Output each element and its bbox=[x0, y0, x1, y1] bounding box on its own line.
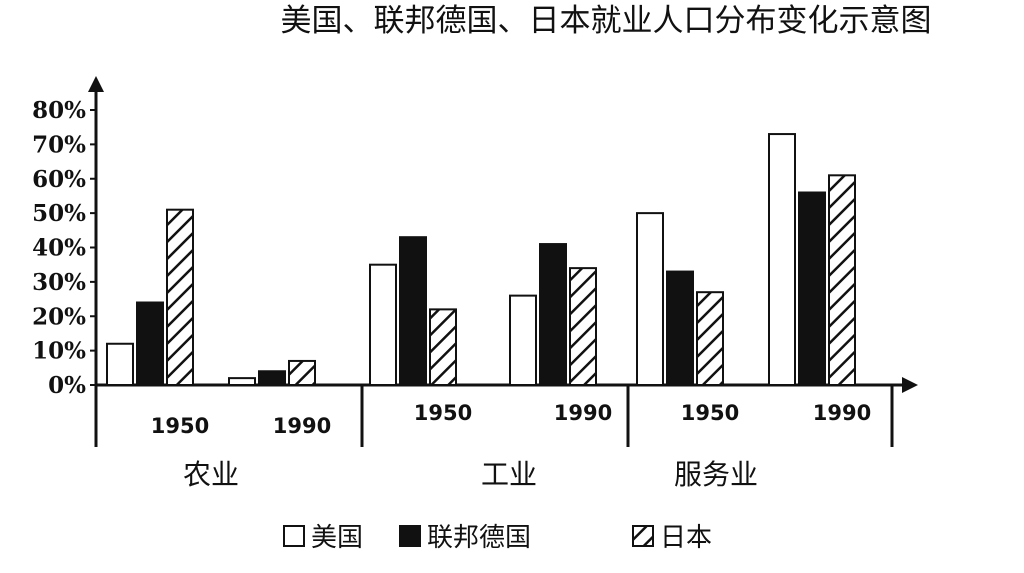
x-axis-labels: 1950 1990 1950 1990 1950 1990 农业 工业 服务业 bbox=[151, 401, 871, 491]
bar-日本-工业 1990 bbox=[569, 267, 597, 386]
y-tick-label-10%: 10% bbox=[32, 338, 86, 365]
legend-label-美国: 美国 bbox=[311, 523, 363, 553]
bar-联邦德国-服务业 1950 bbox=[666, 270, 694, 386]
sector-label-农业: 农业 bbox=[183, 458, 239, 491]
legend-label-联邦德国: 联邦德国 bbox=[427, 523, 531, 553]
x-label-工业-1990: 1990 bbox=[554, 401, 612, 425]
y-axis-arrow bbox=[88, 76, 104, 92]
legend-label-日本: 日本 bbox=[660, 523, 712, 553]
legend-swatch-联邦德国 bbox=[399, 525, 421, 547]
bar-美国-工业 1990 bbox=[509, 294, 537, 386]
bar-联邦德国-农业 1950 bbox=[136, 301, 164, 386]
x-label-农业-1950: 1950 bbox=[151, 414, 209, 438]
legend: 美国 联邦德国 日本 bbox=[283, 523, 712, 553]
bar-联邦德国-农业 1990 bbox=[258, 370, 286, 386]
bars bbox=[106, 133, 856, 386]
y-tick-label-20%: 20% bbox=[32, 303, 86, 330]
x-label-工业-1950: 1950 bbox=[414, 401, 472, 425]
x-axis-arrow bbox=[902, 377, 918, 393]
bar-美国-工业 1950 bbox=[369, 263, 397, 386]
bar-日本-工业 1950 bbox=[429, 308, 457, 386]
bar-联邦德国-服务业 1990 bbox=[798, 191, 826, 386]
bar-日本-服务业 1990 bbox=[828, 174, 856, 386]
bar-联邦德国-工业 1950 bbox=[399, 236, 427, 386]
bar-日本-农业 1950 bbox=[166, 208, 194, 386]
chart-title: 美国、联邦德国、日本就业人口分布变化示意图 bbox=[281, 3, 932, 39]
y-tick-label-30%: 30% bbox=[32, 269, 86, 296]
bar-日本-服务业 1950 bbox=[696, 291, 724, 386]
x-label-服务业-1990: 1990 bbox=[813, 401, 871, 425]
legend-swatch-美国 bbox=[283, 525, 305, 547]
bar-联邦德国-工业 1990 bbox=[539, 243, 567, 386]
y-tick-label-60%: 60% bbox=[32, 166, 86, 193]
y-tick-label-70%: 70% bbox=[32, 131, 86, 158]
bar-美国-农业 1990 bbox=[228, 377, 256, 386]
y-tick-label-80%: 80% bbox=[32, 97, 86, 124]
legend-swatch-日本 bbox=[632, 525, 654, 547]
sector-label-工业: 工业 bbox=[481, 458, 537, 491]
x-label-服务业-1950: 1950 bbox=[681, 401, 739, 425]
bar-美国-服务业 1950 bbox=[636, 212, 664, 386]
y-tick-label-0%: 0% bbox=[48, 372, 86, 399]
bar-美国-服务业 1990 bbox=[768, 133, 796, 386]
bar-日本-农业 1990 bbox=[288, 359, 316, 386]
bar-美国-农业 1950 bbox=[106, 342, 134, 386]
x-label-农业-1990: 1990 bbox=[273, 414, 331, 438]
sector-label-服务业: 服务业 bbox=[674, 458, 758, 491]
y-axis-ticks: 80% 70% 60% 50% 40% 30% 20% 10% 0% bbox=[32, 97, 96, 399]
y-tick-label-40%: 40% bbox=[32, 235, 86, 262]
y-tick-label-50%: 50% bbox=[32, 200, 86, 227]
